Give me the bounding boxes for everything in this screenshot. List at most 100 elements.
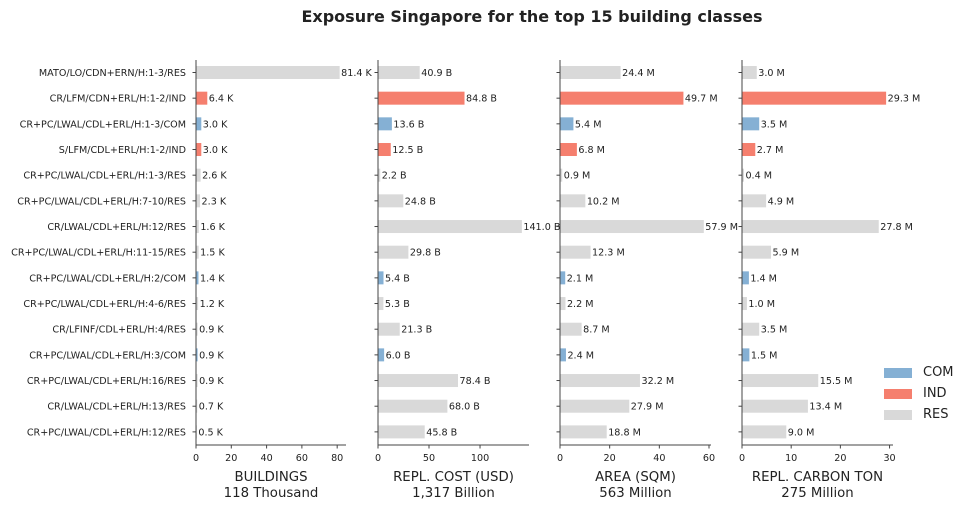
panel-2-bar-4 — [378, 143, 391, 157]
panel-2-value-label-10: 5.3 B — [385, 299, 410, 310]
panel-2-bar-13 — [378, 374, 458, 388]
panel-2-value-label-7: 141.0 B — [523, 222, 560, 233]
panel-2-bar-1 — [378, 66, 420, 79]
category-label-4: S/LFM/CDL+ERL/H:1-2/IND — [59, 145, 186, 156]
panel-2-total-label: 1,317 Billion — [412, 486, 495, 501]
panel-4-bar-3 — [742, 117, 760, 131]
panel-4-bar-9 — [742, 271, 749, 285]
panel-3-bar-6 — [560, 194, 586, 208]
legend-swatch-ind — [884, 388, 912, 399]
panel-4-bar-7 — [742, 220, 879, 234]
panel-3-bar-13 — [560, 374, 640, 388]
panel-1-value-label-10: 1.2 K — [200, 299, 225, 310]
panel-4-value-label-3: 3.5 M — [761, 119, 788, 130]
panel-3-value-label-9: 2.1 M — [567, 273, 594, 284]
panel-3-bar-10 — [560, 297, 566, 311]
panel-2-x-tick-label-1: 0 — [375, 453, 381, 464]
panel-3-value-label-15: 18.8 M — [608, 427, 641, 438]
panel-4-value-label-15: 9.0 M — [788, 427, 815, 438]
panel-2-value-label-5: 2.2 B — [382, 171, 407, 182]
panel-4-bar-14 — [742, 399, 808, 413]
panel-1-value-label-2: 6.4 K — [209, 94, 234, 105]
panel-2-bar-15 — [378, 425, 425, 439]
category-label-15: CR+PC/LWAL/CDL+ERL/H:12/RES — [27, 427, 186, 438]
panel-2-value-label-6: 24.8 B — [405, 196, 436, 207]
panel-3-value-label-10: 2.2 M — [567, 299, 594, 310]
panel-4-bar-2 — [742, 91, 887, 105]
panel-4-x-tick-label-2: 10 — [785, 453, 797, 464]
panel-1-bar-5 — [196, 168, 201, 182]
category-label-9: CR+PC/LWAL/CDL+ERL/H:2/COM — [29, 273, 186, 284]
panel-2-bar-12 — [378, 348, 385, 362]
panel-2-bar-5 — [378, 168, 381, 182]
panel-2-value-label-8: 29.8 B — [410, 248, 441, 259]
panel-1-bar-8 — [196, 245, 199, 259]
category-label-7: CR/LWAL/CDL+ERL/H:12/RES — [47, 222, 186, 233]
panel-2-x-tick-label-3: 100 — [471, 453, 489, 464]
panel-2-value-label-1: 40.9 B — [421, 68, 452, 79]
panel-1-value-label-4: 3.0 K — [203, 145, 228, 156]
panel-2-bar-11 — [378, 322, 400, 336]
category-label-1: MATO/LO/CDN+ERN/H:1-3/RES — [39, 68, 186, 79]
panel-4-bar-6 — [742, 194, 767, 208]
panel-1-x-tick-label-1: 0 — [193, 453, 199, 464]
panel-3-x-tick-label-2: 20 — [604, 453, 616, 464]
legend: COM IND RES — [884, 362, 954, 425]
panel-4-bar-15 — [742, 425, 787, 439]
panel-3-x-tick-label-4: 60 — [703, 453, 715, 464]
panel-4-value-label-12: 1.5 M — [751, 350, 778, 361]
panel-4-bar-11 — [742, 322, 760, 336]
panel-2-bar-3 — [378, 117, 392, 131]
panel-4-value-label-10: 1.0 M — [748, 299, 775, 310]
panel-3-bar-5 — [560, 168, 563, 182]
legend-swatch-res — [884, 409, 912, 420]
panel-1-bar-2 — [196, 91, 208, 105]
panel-4-value-label-7: 27.8 M — [880, 222, 913, 233]
panel-4-bar-1 — [742, 66, 757, 79]
panel-1-value-label-9: 1.4 K — [200, 273, 225, 284]
panel-1-value-label-6: 2.3 K — [202, 196, 227, 207]
panel-3-value-label-5: 0.9 M — [564, 171, 591, 182]
category-label-13: CR+PC/LWAL/CDL+ERL/H:16/RES — [27, 376, 186, 387]
panel-4-bar-10 — [742, 297, 747, 311]
panel-3-value-label-14: 27.9 M — [631, 402, 664, 413]
panel-2-value-label-14: 68.0 B — [449, 402, 480, 413]
panel-1-value-label-13: 0.9 K — [199, 376, 224, 387]
panel-4-x-tick-label-1: 0 — [739, 453, 745, 464]
panel-2-value-label-13: 78.4 B — [459, 376, 490, 387]
category-label-2: CR/LFM/CDN+ERL/H:1-2/IND — [50, 94, 186, 105]
legend-item-res: RES — [884, 404, 954, 425]
category-label-11: CR/LFINF/CDL+ERL/H:4/RES — [52, 325, 186, 336]
category-label-12: CR+PC/LWAL/CDL+ERL/H:3/COM — [29, 350, 186, 361]
panel-3-bar-7 — [560, 220, 704, 234]
panel-3-x-label: AREA (SQM) — [595, 470, 676, 485]
category-label-10: CR+PC/LWAL/CDL+ERL/H:4-6/RES — [23, 299, 186, 310]
panel-4-bar-8 — [742, 245, 772, 259]
panel-4-value-label-9: 1.4 M — [750, 273, 777, 284]
panel-3-bar-12 — [560, 348, 566, 362]
panel-1-value-label-3: 3.0 K — [203, 119, 228, 130]
panel-1-value-label-15: 0.5 K — [198, 427, 223, 438]
panel-3-bar-2 — [560, 91, 684, 105]
panel-1-bar-7 — [196, 220, 199, 234]
panel-4-x-tick-label-4: 30 — [883, 453, 895, 464]
panel-1-bar-10 — [196, 297, 199, 311]
panel-1-x-tick-label-5: 80 — [331, 453, 343, 464]
panel-1-bar-4 — [196, 143, 202, 157]
panel-3-value-label-6: 10.2 M — [587, 196, 620, 207]
panel-3-value-label-13: 32.2 M — [641, 376, 674, 387]
panel-1-bar-6 — [196, 194, 201, 208]
panel-4-value-label-4: 2.7 M — [757, 145, 784, 156]
panel-2-x-label: REPL. COST (USD) — [393, 470, 514, 485]
panel-2-value-label-12: 6.0 B — [386, 350, 411, 361]
panel-2-bar-8 — [378, 245, 409, 259]
panel-4-bar-12 — [742, 348, 750, 362]
panel-1-value-label-11: 0.9 K — [199, 325, 224, 336]
panel-4-value-label-14: 13.4 M — [809, 402, 842, 413]
panel-4-bar-13 — [742, 374, 819, 388]
panel-3-bar-15 — [560, 425, 607, 439]
panel-1-x-label: BUILDINGS — [234, 470, 307, 485]
panel-1-total-label: 118 Thousand — [224, 486, 319, 501]
panel-3-value-label-3: 5.4 M — [575, 119, 602, 130]
panel-2-value-label-9: 5.4 B — [385, 273, 410, 284]
